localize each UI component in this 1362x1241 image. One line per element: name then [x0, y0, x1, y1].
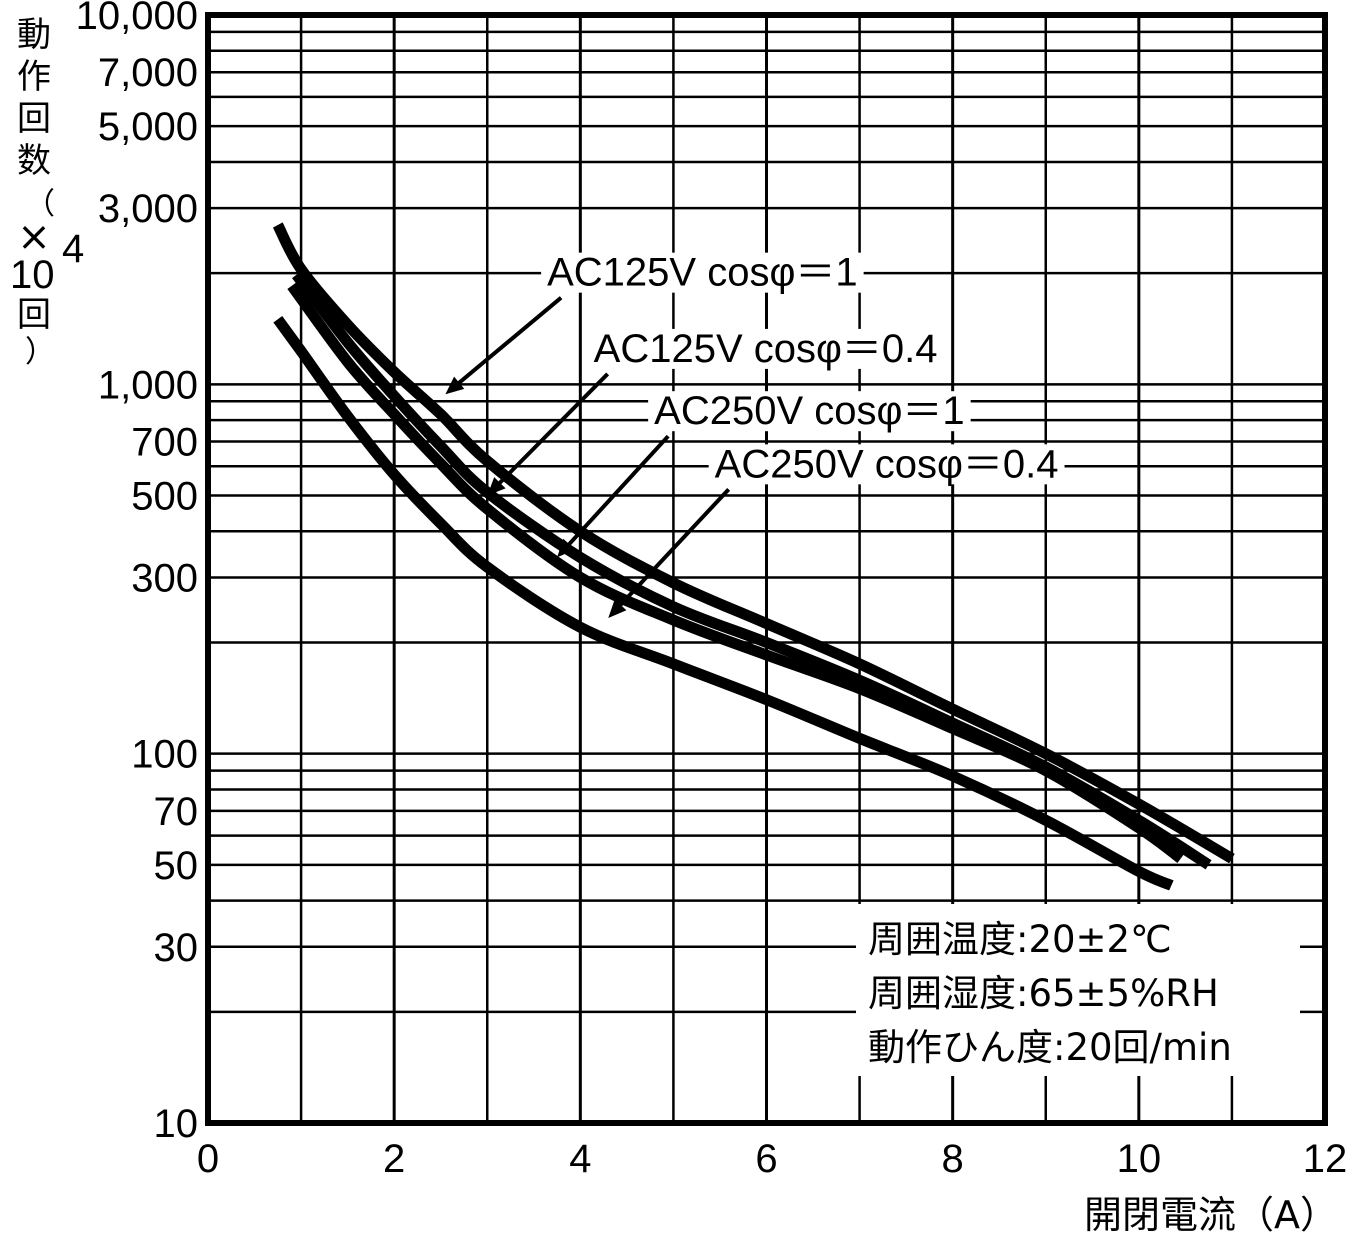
annotation-label-3: AC250V cosφ＝1: [654, 389, 965, 433]
annotation-leader-3: [559, 434, 670, 555]
x-axis-label: 開閉電流（A）: [1084, 1193, 1338, 1237]
annotation-label-background-1: [541, 252, 864, 293]
y-label-char: ×: [17, 214, 51, 260]
y-tick-label: 700: [131, 421, 198, 465]
y-tick-label: 100: [131, 733, 198, 777]
plot-frame: [205, 12, 1328, 1126]
note-ambient-temperature: 周囲温度:20±2℃: [868, 918, 1172, 961]
y-tick-label: 500: [131, 475, 198, 519]
x-tick-label: 2: [383, 1137, 405, 1181]
y-label-char: ）: [25, 335, 55, 370]
annotation-arrowhead-2: [487, 477, 506, 496]
annotation-label-background-3: [648, 391, 971, 432]
annotation-label-background-4: [708, 444, 1065, 485]
y-tick-label: 5,000: [98, 105, 198, 149]
series-line-3: [287, 282, 1185, 864]
y-label-char: 回: [17, 295, 51, 335]
annotation-leader-2: [490, 372, 610, 493]
annotation-leader-4: [610, 487, 731, 615]
y-tick-label: 70: [154, 790, 199, 834]
y-tick-label: 3,000: [98, 187, 198, 231]
x-tick-label: 12: [1303, 1137, 1348, 1181]
y-tick-label: 50: [154, 844, 199, 888]
annotation-arrowhead-3: [557, 538, 576, 558]
y-label-char: 作: [17, 57, 51, 97]
y-label-exponent: 4: [62, 227, 84, 271]
x-tick-label: 10: [1117, 1137, 1162, 1181]
y-tick-label: 10,000: [76, 0, 198, 38]
y-tick-label: 10: [154, 1102, 199, 1146]
y-label-char: 数: [17, 141, 51, 181]
annotation-arrowhead-4: [608, 599, 627, 618]
y-label-base: 10: [10, 253, 55, 297]
annotation-leader-1: [448, 296, 563, 392]
y-label-char: 動: [17, 15, 51, 55]
annotation-label-4: AC250V cosφ＝0.4: [715, 442, 1059, 486]
series-line-4: [273, 316, 1174, 891]
conditions-note: 周囲温度:20±2℃ 周囲湿度:65±5%RH 動作ひん度:20回/min: [856, 904, 1300, 1076]
y-label-char: 回: [17, 99, 51, 139]
y-tick-label: 7,000: [98, 51, 198, 95]
series-line-1: [272, 222, 1235, 864]
annotation-arrowhead-1: [445, 376, 465, 395]
note-operating-frequency: 動作ひん度:20回/min: [868, 1026, 1232, 1069]
x-tick-label: 8: [942, 1137, 964, 1181]
y-tick-label: 30: [154, 926, 199, 970]
conditions-note-background: [856, 904, 1300, 1076]
annotation-label-1: AC125V cosφ＝1: [547, 251, 858, 295]
note-ambient-humidity: 周囲湿度:65±5%RH: [868, 972, 1219, 1015]
y-axis-ticks: 10 30 50 70 100 300 500 700 1,000 3,000 5,000 7,000…: [76, 0, 198, 1146]
annotations: AC125V cosφ＝1 AC125V cosφ＝0.4 AC250V cosφ＝…: [445, 251, 1065, 618]
curves: [272, 222, 1235, 891]
annotation-label-2: AC125V cosφ＝0.4: [594, 327, 938, 371]
x-tick-label: 4: [569, 1137, 591, 1181]
x-axis-ticks: 0 2 4 6 8 10 12: [197, 1137, 1347, 1181]
x-tick-label: 6: [755, 1137, 777, 1181]
y-axis-label: 動 作 回 数 （ × 10 4 回 ）: [10, 15, 84, 370]
y-tick-label: 300: [131, 556, 198, 600]
x-tick-label: 0: [197, 1137, 219, 1181]
annotation-label-background-2: [587, 328, 944, 369]
y-tick-label: 1,000: [98, 363, 198, 407]
y-label-char: （: [25, 187, 55, 222]
